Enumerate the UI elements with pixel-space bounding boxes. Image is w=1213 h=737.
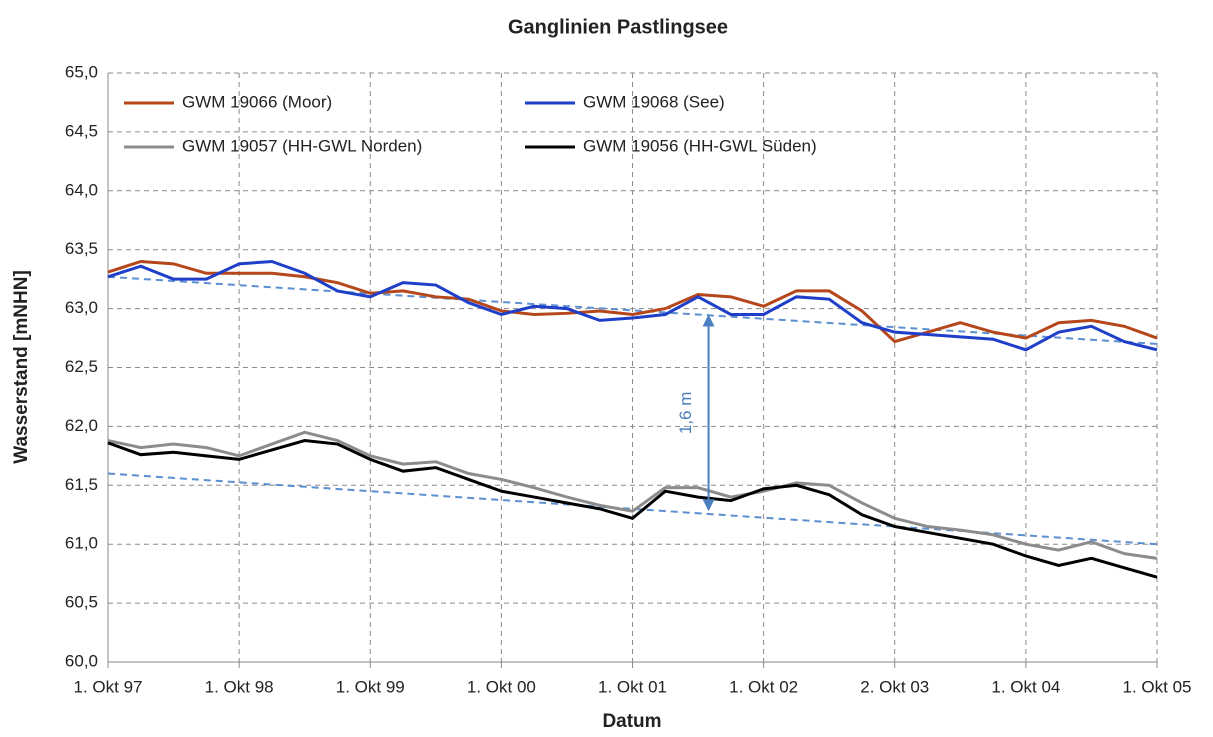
y-tick-label: 65,0 — [65, 62, 98, 81]
x-tick-label: 1. Okt 01 — [598, 677, 667, 696]
y-tick-label: 64,5 — [65, 121, 98, 140]
x-tick-label: 1. Okt 99 — [336, 677, 405, 696]
legend-label: GWM 19066 (Moor) — [182, 92, 332, 111]
arrow-head — [702, 314, 715, 327]
x-tick-label: 1. Okt 97 — [74, 677, 143, 696]
series-line — [107, 259, 1158, 352]
series-line — [107, 430, 1158, 560]
series-line — [107, 259, 1158, 344]
x-tick-label: 1. Okt 05 — [1123, 677, 1192, 696]
annotation-label: 1,6 m — [676, 392, 695, 435]
y-tick-label: 63,0 — [65, 298, 98, 317]
series-line — [107, 439, 1158, 579]
y-tick-label: 64,0 — [65, 180, 98, 199]
y-tick-label: 61,0 — [65, 534, 98, 553]
y-tick-label: 63,5 — [65, 239, 98, 258]
y-tick-label: 62,5 — [65, 357, 98, 376]
legend-label: GWM 19057 (HH-GWL Norden) — [182, 136, 422, 155]
x-tick-label: 1. Okt 98 — [205, 677, 274, 696]
y-tick-label: 61,5 — [65, 475, 98, 494]
x-tick-label: 2. Okt 03 — [860, 677, 929, 696]
legend-label: GWM 19056 (HH-GWL Süden) — [583, 136, 817, 155]
y-tick-label: 62,0 — [65, 416, 98, 435]
chart-title: Ganglinien Pastlingsee — [508, 16, 728, 38]
y-tick-label: 60,5 — [65, 593, 98, 612]
y-tick-label: 60,0 — [65, 651, 98, 670]
x-tick-label: 1. Okt 00 — [467, 677, 536, 696]
y-axis-label: Wasserstand [mNHN] — [11, 270, 32, 464]
x-axis-label: Datum — [602, 711, 661, 732]
x-tick-label: 1. Okt 04 — [991, 677, 1060, 696]
legend-label: GWM 19068 (See) — [583, 92, 725, 111]
arrow-head — [702, 499, 715, 512]
x-tick-label: 1. Okt 02 — [729, 677, 798, 696]
